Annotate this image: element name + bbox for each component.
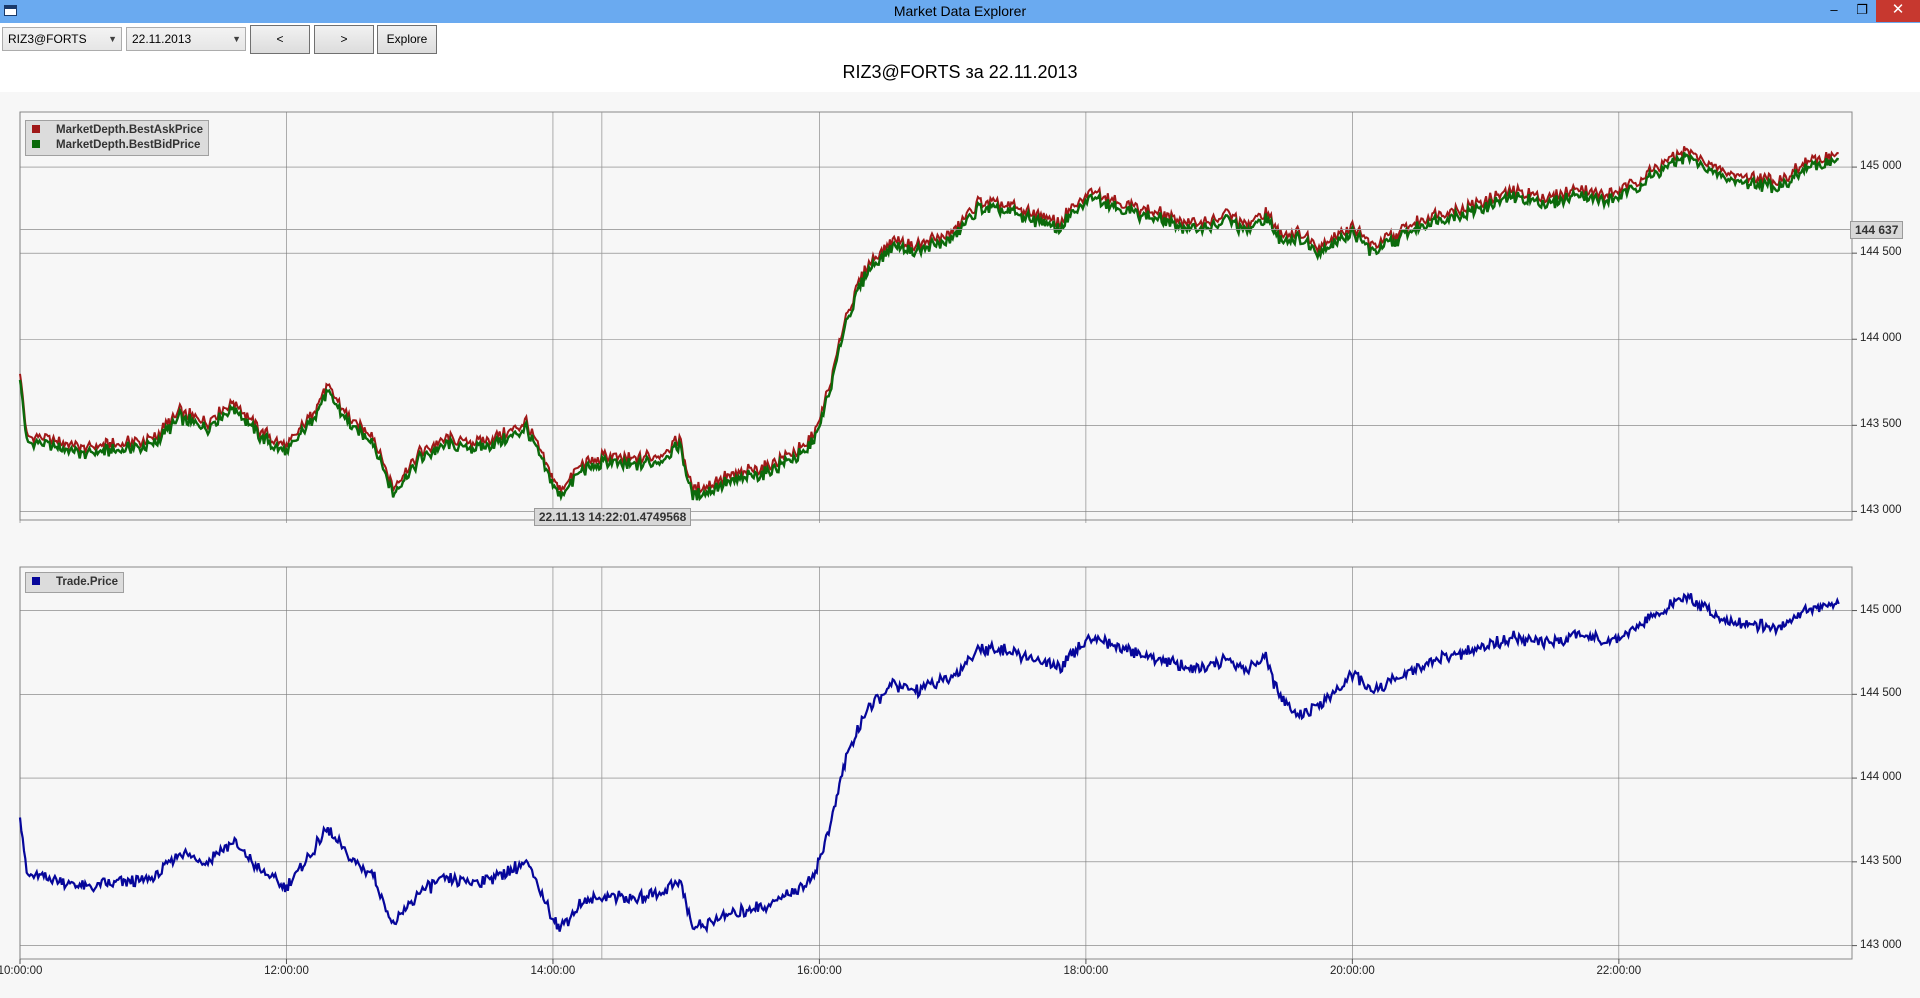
x-tick-label: 18:00:00 [1063,965,1109,977]
ask-swatch [32,125,40,133]
legend-item-trade: Trade.Price [32,575,118,590]
minimize-button[interactable]: ‒ [1830,2,1838,17]
x-tick-label: 10:00:00 [0,965,43,977]
y-tick-label: 143 000 [1860,504,1902,517]
x-tick-label: 22:00:00 [1596,965,1642,977]
explore-button[interactable]: Explore [377,25,437,54]
y-tick-label: 144 500 [1860,687,1902,700]
y-tick-label: 144 000 [1860,771,1902,784]
date-picker-value: 22.11.2013 [132,32,192,46]
price-charts[interactable] [0,92,1920,998]
legend-label-ask: MarketDepth.BestAskPrice [56,124,204,136]
title-bar[interactable]: Market Data Explorer ‒ ❐ ✕ [0,0,1920,23]
x-tick-label: 20:00:00 [1329,965,1375,977]
legend-label-bid: MarketDepth.BestBidPrice [56,139,201,151]
x-tick-label: 12:00:00 [264,965,309,977]
security-select-value: RIZ3@FORTS [8,32,87,46]
date-picker[interactable]: 22.11.2013 ▼ [126,27,246,51]
toolbar: RIZ3@FORTS ▼ 22.11.2013 ▼ < > Explore [0,23,1920,56]
next-day-button[interactable]: > [314,25,374,54]
restore-button[interactable]: ❐ [1856,2,1868,17]
trade-legend: Trade.Price [25,572,125,593]
security-select[interactable]: RIZ3@FORTS ▼ [2,27,122,51]
bid-swatch [32,140,40,148]
time-cursor-label: 22.11.13 14:22:01.4749568 [533,508,692,526]
legend-item-ask: MarketDepth.BestAskPrice [32,123,203,138]
y-tick-label: 145 000 [1860,603,1902,616]
y-tick-label: 143 500 [1860,854,1902,867]
chart-title: RIZ3@FORTS за 22.11.2013 [842,62,1078,82]
price-cursor-label: 144 637 [1850,220,1904,239]
previous-day-button[interactable]: < [250,25,310,54]
ask-bid-legend: MarketDepth.BestAskPrice MarketDepth.Bes… [25,120,210,156]
close-button[interactable]: ✕ [1876,0,1920,22]
y-tick-label: 145 000 [1860,160,1902,173]
trade-series-line [18,591,1840,934]
y-tick-label: 143 000 [1860,938,1902,951]
window-title: Market Data Explorer [893,3,1027,19]
legend-item-bid: MarketDepth.BestBidPrice [32,138,203,153]
plot-frame [19,566,1853,960]
bid-series-line [18,152,1839,502]
y-tick-label: 143 500 [1860,418,1902,431]
y-tick-label: 144 500 [1860,246,1902,259]
legend-label-trade: Trade.Price [56,576,119,588]
y-tick-label: 144 000 [1860,332,1902,345]
trade-swatch [32,577,40,585]
chart-area[interactable]: MarketDepth.BestAskPrice MarketDepth.Bes… [0,92,1920,998]
chevron-down-icon: ▼ [108,34,117,44]
x-tick-label: 14:00:00 [530,965,576,977]
x-tick-label: 16:00:00 [797,965,842,977]
chevron-down-icon: ▼ [232,34,241,44]
app-icon[interactable] [4,5,17,16]
plot-frame [19,111,1853,521]
